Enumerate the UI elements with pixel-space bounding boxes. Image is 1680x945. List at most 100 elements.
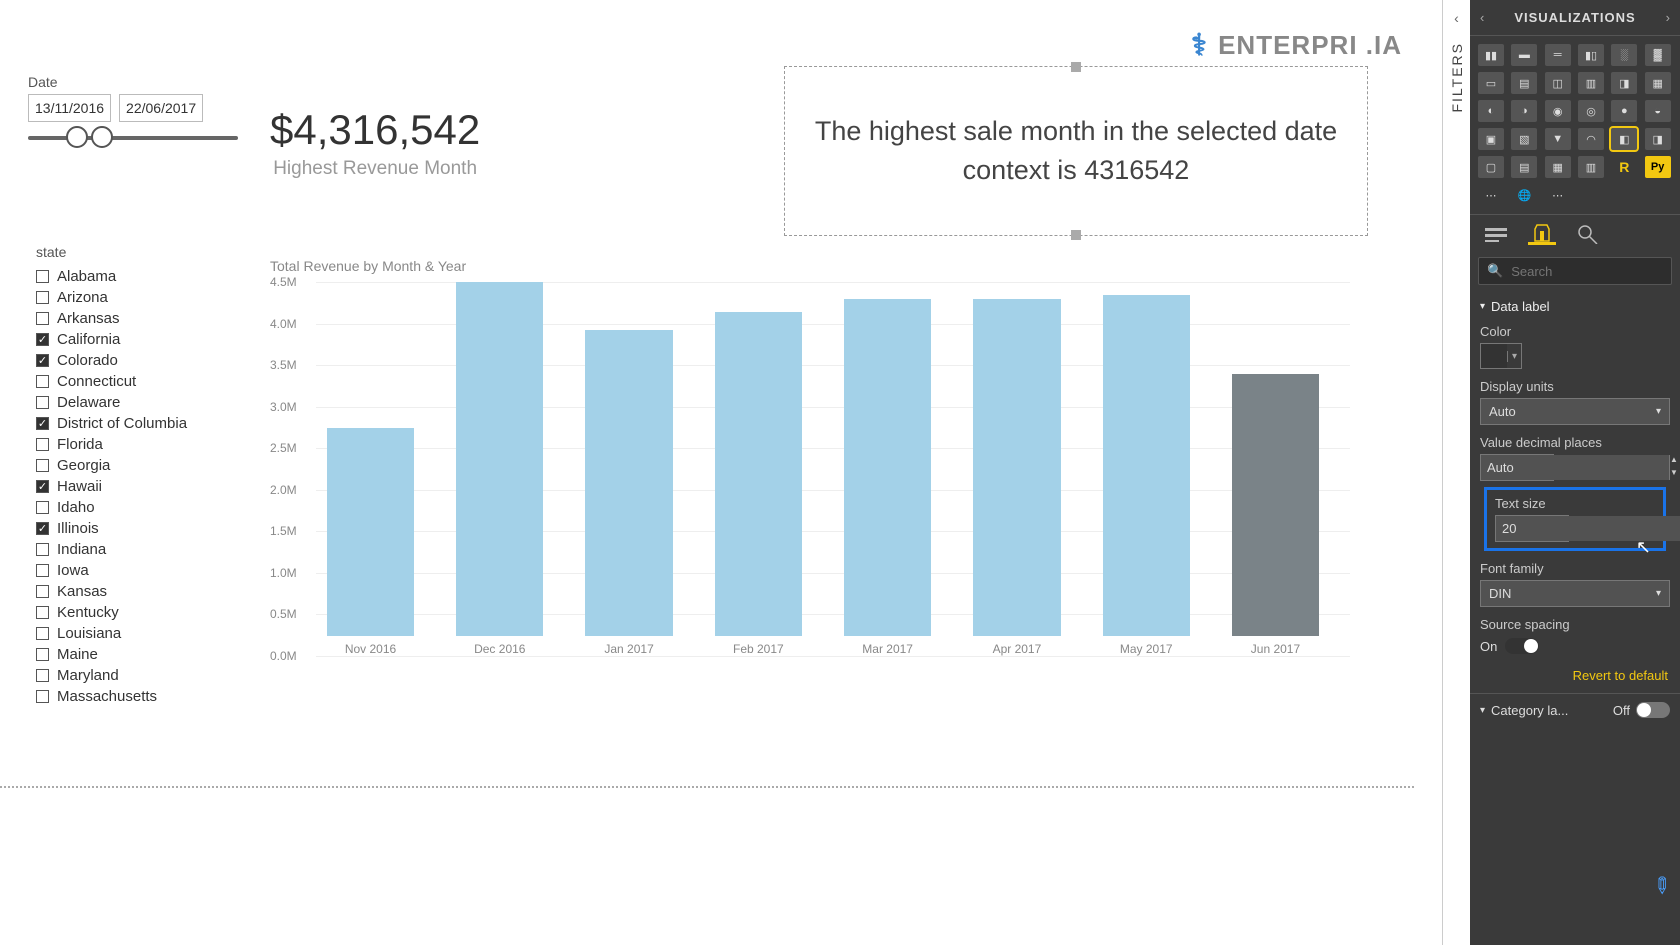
fields-tab-icon[interactable] bbox=[1482, 223, 1510, 245]
text-size-input[interactable] bbox=[1496, 516, 1680, 541]
checkbox[interactable] bbox=[36, 543, 49, 556]
bar-column[interactable]: Feb 2017 bbox=[704, 282, 813, 656]
viz-type-icon[interactable]: ⋯ bbox=[1478, 184, 1504, 206]
viz-type-icon[interactable]: ◐ bbox=[1478, 100, 1504, 122]
bar[interactable] bbox=[1103, 295, 1190, 636]
chevron-left-icon[interactable]: ‹ bbox=[1454, 10, 1459, 26]
format-tab-icon[interactable] bbox=[1528, 223, 1556, 245]
checkbox[interactable] bbox=[36, 585, 49, 598]
viz-type-icon[interactable]: ◨ bbox=[1645, 128, 1671, 150]
pane-next-arrow[interactable]: › bbox=[1666, 10, 1670, 25]
analytics-tab-icon[interactable] bbox=[1574, 223, 1602, 245]
viz-type-icon[interactable]: ▦ bbox=[1545, 156, 1571, 178]
filters-pane-collapsed[interactable]: ‹ FILTERS bbox=[1442, 0, 1470, 945]
viz-type-icon[interactable]: ▓ bbox=[1645, 44, 1671, 66]
color-picker[interactable]: ▾ bbox=[1480, 343, 1522, 369]
bar[interactable] bbox=[844, 299, 931, 636]
decimal-places-spinner[interactable]: ▲▼ bbox=[1480, 454, 1554, 481]
viz-type-icon[interactable]: ▥ bbox=[1578, 156, 1604, 178]
resize-grip[interactable] bbox=[1071, 62, 1081, 72]
state-slicer-item[interactable]: ✓Colorado bbox=[36, 350, 236, 371]
bar-column[interactable]: Apr 2017 bbox=[962, 282, 1071, 656]
bar-column[interactable]: Dec 2016 bbox=[445, 282, 554, 656]
bar[interactable] bbox=[715, 312, 802, 636]
state-slicer-item[interactable]: Kansas bbox=[36, 581, 236, 602]
viz-type-icon[interactable]: ● bbox=[1611, 100, 1637, 122]
spinner-up-icon[interactable]: ▲ bbox=[1670, 455, 1678, 468]
bar[interactable] bbox=[1232, 374, 1319, 636]
state-slicer-item[interactable]: Florida bbox=[36, 434, 236, 455]
viz-type-icon[interactable]: ▤ bbox=[1511, 156, 1537, 178]
viz-type-icon[interactable]: 🌐 bbox=[1511, 184, 1537, 206]
viz-type-icon[interactable]: ◒ bbox=[1645, 100, 1671, 122]
checkbox[interactable] bbox=[36, 690, 49, 703]
date-end-box[interactable]: 22/06/2017 bbox=[119, 94, 203, 122]
checkbox[interactable] bbox=[36, 501, 49, 514]
pane-prev-arrow[interactable]: ‹ bbox=[1480, 10, 1484, 25]
spinner-down-icon[interactable]: ▼ bbox=[1670, 468, 1678, 481]
viz-type-icon[interactable]: ═ bbox=[1545, 44, 1571, 66]
viz-type-icon[interactable]: Py bbox=[1645, 156, 1671, 178]
decimal-places-input[interactable] bbox=[1481, 455, 1669, 480]
viz-type-icon[interactable]: ▮▯ bbox=[1578, 44, 1604, 66]
checkbox[interactable] bbox=[36, 606, 49, 619]
state-slicer-item[interactable]: Idaho bbox=[36, 497, 236, 518]
bar[interactable] bbox=[973, 299, 1060, 636]
viz-type-icon[interactable]: ▼ bbox=[1545, 128, 1571, 150]
viz-type-icon[interactable]: ▬ bbox=[1511, 44, 1537, 66]
state-slicer-item[interactable]: Louisiana bbox=[36, 623, 236, 644]
viz-type-icon[interactable]: ▣ bbox=[1478, 128, 1504, 150]
state-slicer-item[interactable]: Kentucky bbox=[36, 602, 236, 623]
state-slicer-item[interactable]: Iowa bbox=[36, 560, 236, 581]
section-category-label[interactable]: ▾ Category la... Off bbox=[1470, 693, 1680, 726]
format-search-box[interactable]: 🔍 bbox=[1478, 257, 1672, 285]
date-slicer[interactable]: Date 13/11/2016 22/06/2017 bbox=[28, 74, 238, 140]
date-start-box[interactable]: 13/11/2016 bbox=[28, 94, 111, 122]
viz-type-icon[interactable]: ▢ bbox=[1478, 156, 1504, 178]
viz-type-icon[interactable]: R bbox=[1611, 156, 1637, 178]
bar[interactable] bbox=[585, 330, 672, 636]
checkbox[interactable] bbox=[36, 291, 49, 304]
checkbox[interactable] bbox=[36, 648, 49, 661]
state-slicer-item[interactable]: ✓Illinois bbox=[36, 518, 236, 539]
viz-type-icon[interactable]: ▭ bbox=[1478, 72, 1504, 94]
kpi-card[interactable]: $4,316,542 Highest Revenue Month bbox=[270, 106, 480, 180]
viz-type-icon[interactable]: ◧ bbox=[1611, 128, 1637, 150]
viz-type-icon[interactable]: ◎ bbox=[1578, 100, 1604, 122]
viz-type-icon[interactable]: ◑ bbox=[1511, 100, 1537, 122]
date-slider-track[interactable] bbox=[28, 136, 238, 140]
checkbox[interactable] bbox=[36, 438, 49, 451]
viz-type-icon[interactable]: ▮▮ bbox=[1478, 44, 1504, 66]
checkbox[interactable] bbox=[36, 375, 49, 388]
bar-column[interactable]: Jan 2017 bbox=[575, 282, 684, 656]
viz-type-icon[interactable]: ◫ bbox=[1545, 72, 1571, 94]
revert-to-default-link[interactable]: Revert to default bbox=[1470, 658, 1680, 693]
state-slicer[interactable]: state AlabamaArizonaArkansas✓California✓… bbox=[36, 244, 236, 707]
viz-type-icon[interactable]: ░ bbox=[1611, 44, 1637, 66]
checkbox[interactable] bbox=[36, 669, 49, 682]
checkbox[interactable] bbox=[36, 312, 49, 325]
category-label-toggle[interactable] bbox=[1636, 702, 1670, 718]
revenue-bar-chart[interactable]: Total Revenue by Month & Year 4.5M4.0M3.… bbox=[270, 258, 1350, 698]
checkbox[interactable]: ✓ bbox=[36, 333, 49, 346]
viz-type-icon[interactable]: ▤ bbox=[1511, 72, 1537, 94]
text-size-spinner[interactable]: ▲▼ bbox=[1495, 515, 1569, 542]
state-slicer-item[interactable]: Connecticut bbox=[36, 371, 236, 392]
source-spacing-toggle[interactable] bbox=[1505, 638, 1539, 654]
bar[interactable] bbox=[327, 428, 414, 636]
resize-grip[interactable] bbox=[1071, 230, 1081, 240]
viz-type-icon[interactable]: ◨ bbox=[1611, 72, 1637, 94]
bar-column[interactable]: Jun 2017 bbox=[1221, 282, 1330, 656]
checkbox[interactable]: ✓ bbox=[36, 354, 49, 367]
viz-type-icon[interactable]: ▧ bbox=[1511, 128, 1537, 150]
section-data-label[interactable]: ▾ Data label bbox=[1480, 299, 1670, 314]
state-slicer-item[interactable]: Delaware bbox=[36, 392, 236, 413]
state-slicer-item[interactable]: Indiana bbox=[36, 539, 236, 560]
state-slicer-item[interactable]: Alabama bbox=[36, 266, 236, 287]
state-slicer-item[interactable]: ✓District of Columbia bbox=[36, 413, 236, 434]
checkbox[interactable]: ✓ bbox=[36, 522, 49, 535]
bar-column[interactable]: May 2017 bbox=[1092, 282, 1201, 656]
state-slicer-item[interactable]: Arizona bbox=[36, 287, 236, 308]
display-units-dropdown[interactable]: Auto ▾ bbox=[1480, 398, 1670, 425]
checkbox[interactable] bbox=[36, 459, 49, 472]
